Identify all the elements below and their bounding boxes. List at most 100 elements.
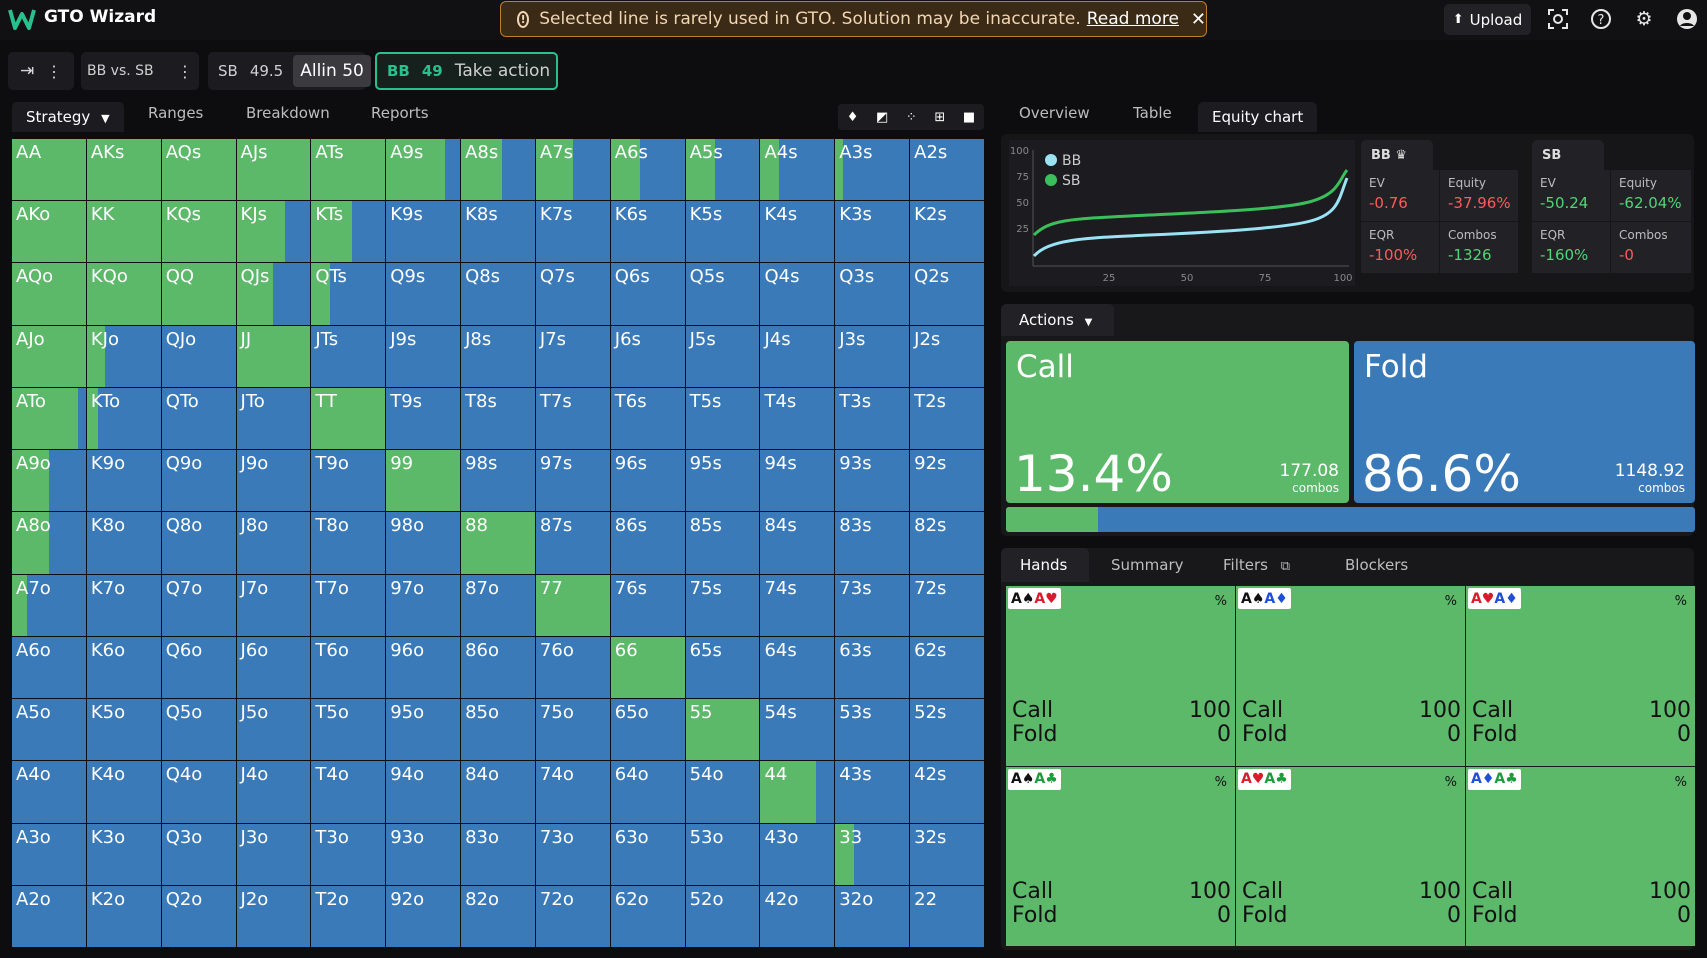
matrix-cell[interactable]: T5o: [311, 699, 386, 761]
matrix-cell[interactable]: Q5o: [161, 699, 236, 761]
matrix-cell[interactable]: 75o: [535, 699, 610, 761]
matrix-cell[interactable]: 54s: [760, 699, 835, 761]
grid-view-icon[interactable]: ⊞: [934, 109, 946, 125]
matrix-cell[interactable]: Q8o: [161, 512, 236, 574]
matrix-cell[interactable]: A3s: [835, 139, 910, 201]
matrix-cell[interactable]: Q7o: [161, 574, 236, 636]
matrix-cell[interactable]: 53o: [685, 823, 760, 885]
matrix-cell[interactable]: QQ: [161, 263, 236, 325]
matrix-cell[interactable]: KTo: [86, 387, 161, 450]
matrix-cell[interactable]: KQs: [161, 201, 236, 263]
matrix-cell[interactable]: T9s: [386, 387, 461, 450]
matrix-cell[interactable]: 42o: [760, 885, 835, 947]
compact-view-icon[interactable]: ⁘: [905, 109, 917, 125]
matrix-cell[interactable]: 42s: [910, 761, 984, 823]
matrix-cell[interactable]: 73s: [835, 574, 910, 636]
matrix-cell[interactable]: J9o: [236, 450, 311, 512]
matrix-cell[interactable]: K3s: [835, 201, 910, 263]
matrix-cell[interactable]: K4o: [86, 761, 161, 823]
matchup-more-icon[interactable]: ⋮: [177, 61, 193, 81]
matrix-cell[interactable]: 96s: [610, 450, 685, 512]
matrix-cell[interactable]: AQo: [12, 263, 86, 325]
copy-icon[interactable]: ⧉: [1280, 559, 1291, 574]
matrix-cell[interactable]: J6s: [610, 325, 685, 387]
matrix-cell[interactable]: A5o: [12, 699, 86, 761]
matrix-cell[interactable]: K3o: [86, 823, 161, 885]
screenshot-icon[interactable]: [1545, 6, 1571, 32]
matrix-cell[interactable]: QJo: [161, 325, 236, 387]
tab-summary[interactable]: Summary: [1111, 556, 1184, 574]
matrix-cell[interactable]: 73o: [535, 823, 610, 885]
matrix-cell[interactable]: J9s: [386, 325, 461, 387]
matrix-cell[interactable]: Q9s: [386, 263, 461, 325]
matrix-cell[interactable]: Q4s: [760, 263, 835, 325]
matrix-cell[interactable]: T2o: [311, 885, 386, 947]
tab-blockers[interactable]: Blockers: [1345, 556, 1409, 574]
matrix-cell[interactable]: J8s: [461, 325, 535, 387]
allin-action[interactable]: Allin 50: [293, 55, 371, 87]
matrix-cell[interactable]: Q3o: [161, 823, 236, 885]
matrix-cell[interactable]: 65s: [685, 636, 760, 699]
matrix-cell[interactable]: 62o: [610, 885, 685, 947]
matrix-cell[interactable]: 86o: [461, 636, 535, 699]
matrix-cell[interactable]: 72s: [910, 574, 984, 636]
matrix-cell[interactable]: K7o: [86, 574, 161, 636]
matrix-cell[interactable]: Q3s: [835, 263, 910, 325]
matrix-cell[interactable]: 74s: [760, 574, 835, 636]
matrix-cell[interactable]: 54o: [685, 761, 760, 823]
matrix-cell[interactable]: J3o: [236, 823, 311, 885]
matrix-cell[interactable]: T4o: [311, 761, 386, 823]
matrix-cell[interactable]: K8o: [86, 512, 161, 574]
matrix-cell[interactable]: K9s: [386, 201, 461, 263]
matrix-cell[interactable]: 86s: [610, 512, 685, 574]
matrix-cell[interactable]: 64o: [610, 761, 685, 823]
matrix-cell[interactable]: 43o: [760, 823, 835, 885]
matrix-cell[interactable]: J7o: [236, 574, 311, 636]
matrix-cell[interactable]: J4o: [236, 761, 311, 823]
matrix-cell[interactable]: K2s: [910, 201, 984, 263]
matrix-cell[interactable]: 94s: [760, 450, 835, 512]
matrix-cell[interactable]: AKs: [86, 139, 161, 201]
matrix-cell[interactable]: 83o: [461, 823, 535, 885]
matrix-cell[interactable]: 76s: [610, 574, 685, 636]
matrix-cell[interactable]: 62s: [910, 636, 984, 699]
matrix-cell[interactable]: KQo: [86, 263, 161, 325]
matrix-cell[interactable]: 84o: [461, 761, 535, 823]
matrix-cell[interactable]: A3o: [12, 823, 86, 885]
matrix-cell[interactable]: 75s: [685, 574, 760, 636]
matrix-cell[interactable]: K6s: [610, 201, 685, 263]
matrix-cell[interactable]: Q7s: [535, 263, 610, 325]
gto-wizard-logo-icon[interactable]: [8, 6, 36, 32]
matrix-cell[interactable]: 32o: [835, 885, 910, 947]
matrix-cell[interactable]: 52s: [910, 699, 984, 761]
matrix-cell[interactable]: J2s: [910, 325, 984, 387]
close-warning-icon[interactable]: ✕: [1190, 8, 1206, 30]
matrix-cell[interactable]: 52o: [685, 885, 760, 947]
matrix-cell[interactable]: 76o: [535, 636, 610, 699]
matrix-cell[interactable]: J2o: [236, 885, 311, 947]
tab-reports[interactable]: Reports: [371, 104, 429, 122]
tab-equity-chart[interactable]: Equity chart: [1198, 102, 1318, 132]
matrix-cell[interactable]: K6o: [86, 636, 161, 699]
matrix-cell[interactable]: A8s: [461, 139, 535, 201]
matrix-cell[interactable]: Q6s: [610, 263, 685, 325]
matrix-cell[interactable]: 96o: [386, 636, 461, 699]
matrix-cell[interactable]: 99: [386, 450, 461, 512]
matrix-cell[interactable]: K5s: [685, 201, 760, 263]
suit-view-icon[interactable]: ♦: [846, 109, 859, 125]
matrix-cell[interactable]: JJ: [236, 325, 311, 387]
upload-button[interactable]: ⬆ Upload: [1444, 4, 1531, 35]
matrix-cell[interactable]: T6o: [311, 636, 386, 699]
matrix-cell[interactable]: T3o: [311, 823, 386, 885]
matrix-cell[interactable]: KTs: [311, 201, 386, 263]
matrix-cell[interactable]: KJo: [86, 325, 161, 387]
hand-combo-cell[interactable]: A♠ A♦% Call 100 Fold 0: [1236, 586, 1465, 766]
help-icon[interactable]: ?: [1588, 6, 1614, 32]
matrix-cell[interactable]: 93o: [386, 823, 461, 885]
matrix-cell[interactable]: Q5s: [685, 263, 760, 325]
matrix-cell[interactable]: J3s: [835, 325, 910, 387]
matrix-cell[interactable]: 98s: [461, 450, 535, 512]
matrix-cell[interactable]: 85o: [461, 699, 535, 761]
matrix-cell[interactable]: 94o: [386, 761, 461, 823]
tab-overview[interactable]: Overview: [1019, 104, 1090, 122]
